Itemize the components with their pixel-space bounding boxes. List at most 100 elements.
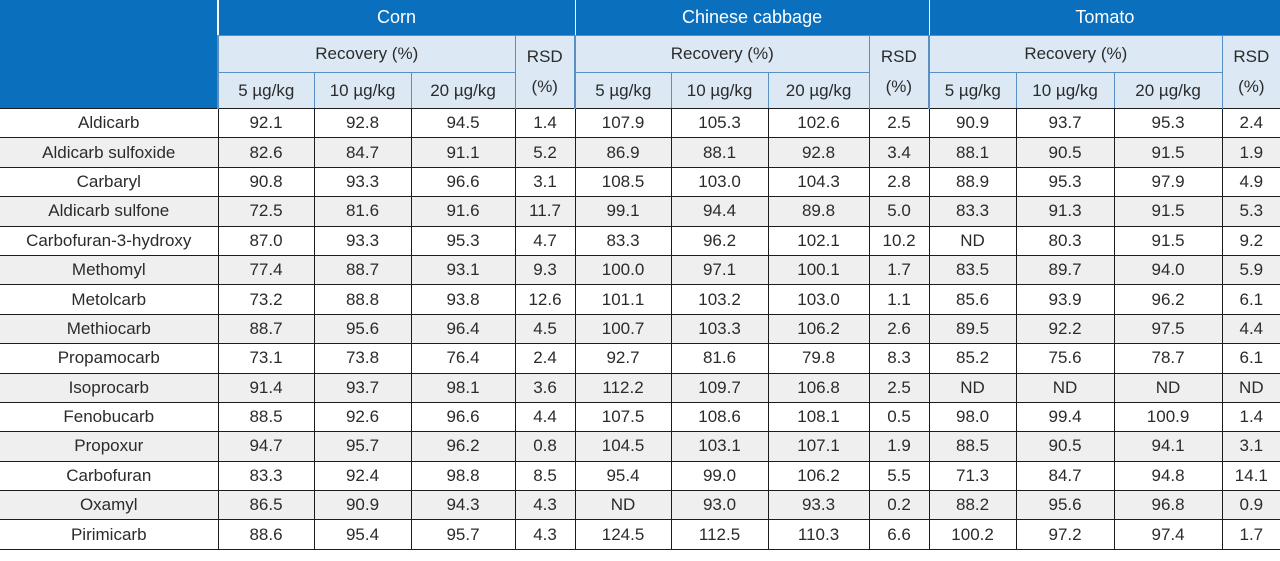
recovery-cell: 106.2 bbox=[767, 460, 870, 491]
recovery-cell: 88.9 bbox=[928, 166, 1017, 197]
recovery-cell: ND bbox=[928, 372, 1017, 403]
compound-name: Carbaryl bbox=[0, 166, 218, 197]
group-header-chinese-cabbage: Chinese cabbage bbox=[574, 0, 930, 36]
rsd-cell: 9.2 bbox=[1221, 225, 1280, 256]
recovery-cell: 77.4 bbox=[217, 254, 314, 285]
recovery-cell: 88.6 bbox=[217, 519, 314, 550]
recovery-cell: 95.6 bbox=[313, 313, 411, 344]
recovery-cell: 92.1 bbox=[217, 107, 314, 138]
rsd-cell: ND bbox=[1221, 372, 1280, 403]
recovery-cell: 103.1 bbox=[670, 431, 769, 462]
recovery-cell: 100.0 bbox=[574, 254, 672, 285]
recovery-cell: 94.1 bbox=[1113, 431, 1223, 462]
recovery-cell: 92.4 bbox=[313, 460, 411, 491]
level-header: 20 µg/kg bbox=[410, 72, 515, 109]
rsd-cell: 2.4 bbox=[514, 343, 576, 374]
rsd-cell: 4.3 bbox=[514, 490, 576, 520]
table-row: Pirimicarb 88.6 95.4 95.7 4.3 124.5 112.5 110.3… bbox=[0, 519, 1280, 550]
recovery-cell: 95.4 bbox=[313, 519, 411, 550]
recovery-cell: 112.5 bbox=[670, 519, 769, 550]
recovery-cell: ND bbox=[1113, 372, 1223, 403]
recovery-cell: 95.7 bbox=[410, 519, 515, 550]
recovery-cell: 93.1 bbox=[410, 254, 515, 285]
recovery-cell: 107.9 bbox=[574, 107, 672, 138]
recovery-cell: 96.6 bbox=[410, 401, 515, 432]
recovery-cell: 96.2 bbox=[410, 431, 515, 462]
recovery-cell: 83.3 bbox=[928, 196, 1017, 227]
rsd-cell: 10.2 bbox=[868, 225, 930, 256]
recovery-cell: 93.3 bbox=[313, 166, 411, 197]
recovery-cell: 93.3 bbox=[313, 225, 411, 256]
recovery-cell: 93.7 bbox=[1015, 107, 1115, 138]
recovery-cell: 109.7 bbox=[670, 372, 769, 403]
table-row: Methiocarb 88.7 95.6 96.4 4.5 100.7 103.3 106.2… bbox=[0, 313, 1280, 344]
rsd-cell: 2.4 bbox=[1221, 107, 1280, 138]
recovery-cell: 104.5 bbox=[574, 431, 672, 462]
recovery-cell: 88.1 bbox=[928, 137, 1017, 168]
compound-name: Aldicarb bbox=[0, 107, 218, 138]
rsd-cell: 5.2 bbox=[514, 137, 576, 168]
recovery-cell: 88.1 bbox=[670, 137, 769, 168]
rsd-cell: 3.4 bbox=[868, 137, 930, 168]
rsd-cell: 0.5 bbox=[868, 401, 930, 432]
recovery-cell: 80.3 bbox=[1015, 225, 1115, 256]
recovery-cell: 90.8 bbox=[217, 166, 314, 197]
recovery-cell: 90.5 bbox=[1015, 431, 1115, 462]
group-header-row: Corn Chinese cabbage Tomato bbox=[0, 0, 1280, 109]
recovery-cell: 108.6 bbox=[670, 401, 769, 432]
recovery-cell: 91.6 bbox=[410, 196, 515, 227]
recovery-cell: 98.8 bbox=[410, 460, 515, 491]
level-header: 10 µg/kg bbox=[313, 72, 411, 109]
recovery-cell: 106.2 bbox=[767, 313, 870, 344]
recovery-cell: 81.6 bbox=[670, 343, 769, 374]
recovery-cell: 75.6 bbox=[1015, 343, 1115, 374]
recovery-cell: 91.1 bbox=[410, 137, 515, 168]
rsd-cell: 3.1 bbox=[514, 166, 576, 197]
compound-name: Methiocarb bbox=[0, 313, 218, 344]
table-body: Aldicarb 92.1 92.8 94.5 1.4 107.9 105.3 102.6 2.… bbox=[0, 107, 1280, 550]
compound-name: Aldicarb sulfone bbox=[0, 196, 218, 227]
recovery-cell: 83.5 bbox=[928, 254, 1017, 285]
recovery-cell: 92.7 bbox=[574, 343, 672, 374]
recovery-cell: 89.7 bbox=[1015, 254, 1115, 285]
recovery-cell: 99.4 bbox=[1015, 401, 1115, 432]
recovery-cell: 93.0 bbox=[670, 490, 769, 520]
rsd-cell: 4.4 bbox=[1221, 313, 1280, 344]
level-header: 20 µg/kg bbox=[1113, 72, 1223, 109]
recovery-cell: 96.4 bbox=[410, 313, 515, 344]
level-header: 20 µg/kg bbox=[767, 72, 870, 109]
recovery-cell: 87.0 bbox=[217, 225, 314, 256]
recovery-cell: 88.8 bbox=[313, 284, 411, 315]
level-header: 5 µg/kg bbox=[928, 72, 1017, 109]
recovery-cell: 83.3 bbox=[217, 460, 314, 491]
recovery-cell: 97.2 bbox=[1015, 519, 1115, 550]
recovery-cell: 88.7 bbox=[217, 313, 314, 344]
group-header-corn: Corn bbox=[217, 0, 576, 36]
compound-name: Isoprocarb bbox=[0, 372, 218, 403]
recovery-cell: 92.8 bbox=[313, 107, 411, 138]
rsd-cell: 2.5 bbox=[868, 107, 930, 138]
table-row: Metolcarb 73.2 88.8 93.8 12.6 101.1 103.2 103.0… bbox=[0, 284, 1280, 315]
recovery-cell: 86.5 bbox=[217, 490, 314, 520]
recovery-cell: 107.1 bbox=[767, 431, 870, 462]
recovery-cell: 92.2 bbox=[1015, 313, 1115, 344]
recovery-cell: 93.7 bbox=[313, 372, 411, 403]
table-row: Aldicarb sulfone 72.5 81.6 91.6 11.7 99.1 94.4… bbox=[0, 196, 1280, 227]
recovery-cell: 102.1 bbox=[767, 225, 870, 256]
subheader-row: Recovery (%) RSD (%) Recovery (%) RSD (%) … bbox=[0, 35, 1280, 109]
recovery-cell: 96.6 bbox=[410, 166, 515, 197]
recovery-cell: 112.2 bbox=[574, 372, 672, 403]
rsd-cell: 3.1 bbox=[1221, 431, 1280, 462]
recovery-cell: 73.2 bbox=[217, 284, 314, 315]
recovery-cell: 96.2 bbox=[670, 225, 769, 256]
compound-name: Metolcarb bbox=[0, 284, 218, 315]
recovery-cell: 73.1 bbox=[217, 343, 314, 374]
recovery-cell: 94.8 bbox=[1113, 460, 1223, 491]
rsd-cell: 2.8 bbox=[868, 166, 930, 197]
recovery-cell: 102.6 bbox=[767, 107, 870, 138]
rsd-cell: 3.6 bbox=[514, 372, 576, 403]
recovery-header-corn: Recovery (%) bbox=[217, 35, 515, 73]
recovery-cell: 84.7 bbox=[1015, 460, 1115, 491]
recovery-cell: 95.6 bbox=[1015, 490, 1115, 520]
recovery-cell: 81.6 bbox=[313, 196, 411, 227]
